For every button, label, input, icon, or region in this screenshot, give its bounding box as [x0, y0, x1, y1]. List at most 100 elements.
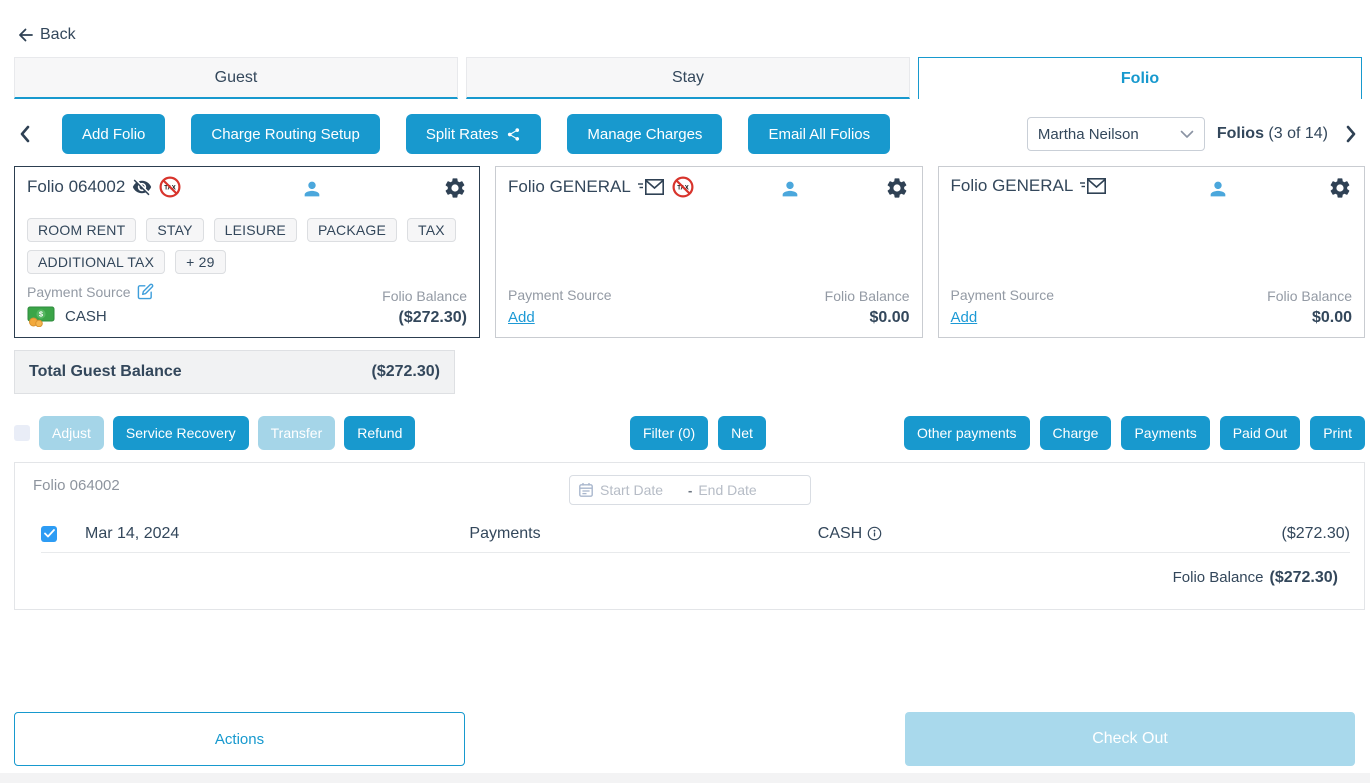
folio-settings-gear-icon[interactable]	[443, 176, 467, 200]
share-icon	[506, 127, 521, 142]
tag-more-count[interactable]: + 29	[175, 250, 226, 274]
start-date-input[interactable]	[600, 482, 682, 498]
net-button[interactable]: Net	[718, 416, 766, 450]
tab-guest[interactable]: Guest	[14, 57, 458, 99]
payment-method-value: CASH	[65, 307, 107, 325]
charge-routing-setup-button[interactable]: Charge Routing Setup	[191, 114, 380, 154]
transaction-row[interactable]: Mar 14, 2024 Payments CASH ($272.30)	[41, 515, 1350, 553]
back-label: Back	[40, 26, 76, 43]
tag-package[interactable]: PACKAGE	[306, 218, 398, 242]
payment-source-label: Payment Source	[508, 287, 612, 303]
charge-tags: ROOM RENT STAY LEISURE PACKAGE TAX ADDIT…	[27, 218, 467, 274]
payment-source-label: Payment Source	[950, 287, 1055, 303]
transaction-amount: ($272.30)	[1281, 524, 1351, 542]
payment-source-label: Payment Source	[27, 283, 131, 300]
check-out-button[interactable]: Check Out	[905, 712, 1355, 766]
add-payment-source-link[interactable]: Add	[508, 309, 535, 326]
folio-cards: Folio 064002 TAX	[14, 166, 1365, 338]
tax-restricted-icon: TAX	[672, 176, 694, 198]
ledger-balance-label: Folio Balance	[1172, 569, 1264, 586]
row-checkbox[interactable]	[41, 525, 57, 542]
folio-balance-label: Folio Balance	[382, 288, 467, 304]
tag-stay[interactable]: STAY	[146, 218, 204, 242]
folio-balance-value: $0.00	[869, 309, 910, 326]
chevron-down-icon	[1180, 130, 1194, 139]
tag-room-rent[interactable]: ROOM RENT	[27, 218, 137, 242]
payments-button[interactable]: Payments	[1121, 416, 1210, 450]
print-button[interactable]: Print	[1310, 416, 1365, 450]
tax-restricted-icon: TAX	[159, 176, 181, 198]
end-date-input[interactable]	[698, 482, 781, 498]
cash-icon: $	[27, 305, 57, 327]
tab-folio[interactable]: Folio	[918, 57, 1362, 99]
email-sent-icon	[1080, 177, 1107, 195]
select-all-checkbox[interactable]	[14, 425, 30, 441]
transaction-actions-row: Adjust Service Recovery Transfer Refund …	[14, 416, 1365, 450]
folio-card-064002[interactable]: Folio 064002 TAX	[14, 166, 480, 338]
back-button[interactable]: Back	[16, 26, 76, 44]
prev-folio-chevron[interactable]	[14, 124, 36, 144]
date-separator: -	[688, 482, 693, 498]
refund-button[interactable]: Refund	[344, 416, 416, 450]
total-guest-balance-value: ($272.30)	[371, 363, 441, 380]
email-all-folios-button[interactable]: Email All Folios	[748, 114, 891, 154]
folio-balance-label: Folio Balance	[824, 288, 910, 304]
folio-balance-value: ($272.30)	[398, 309, 468, 326]
folios-count: (3 of 14)	[1263, 125, 1328, 142]
calendar-icon	[578, 482, 594, 498]
adjust-button[interactable]: Adjust	[39, 416, 104, 450]
actions-button[interactable]: Actions	[14, 712, 465, 766]
transaction-date: Mar 14, 2024	[85, 524, 180, 542]
folios-word: Folios	[1216, 125, 1264, 142]
folio-ledger-table: Folio 064002 - Mar 14, 2024 Payments CAS…	[14, 462, 1365, 610]
folio-settings-gear-icon[interactable]	[885, 176, 909, 200]
folio-card-title: Folio 064002	[27, 177, 126, 196]
manage-charges-button[interactable]: Manage Charges	[567, 114, 723, 154]
paid-out-button[interactable]: Paid Out	[1219, 416, 1301, 450]
total-guest-balance-bar: Total Guest Balance ($272.30)	[14, 350, 455, 394]
tab-stay[interactable]: Stay	[466, 57, 910, 99]
folio-card-title: Folio GENERAL	[508, 177, 631, 196]
folio-toolbar: Add Folio Charge Routing Setup Split Rat…	[14, 114, 1362, 154]
add-folio-button[interactable]: Add Folio	[62, 114, 166, 154]
ledger-balance-value: ($272.30)	[1269, 569, 1339, 586]
service-recovery-button[interactable]: Service Recovery	[112, 416, 249, 450]
guest-person-icon[interactable]	[1207, 176, 1229, 200]
charge-button[interactable]: Charge	[1039, 416, 1112, 450]
transaction-method: CASH	[817, 524, 863, 542]
edit-payment-source-icon[interactable]	[137, 283, 154, 300]
tag-tax[interactable]: TAX	[407, 218, 456, 242]
folio-balance-label: Folio Balance	[1267, 288, 1352, 304]
add-payment-source-link[interactable]: Add	[950, 309, 978, 326]
split-rates-label: Split Rates	[425, 125, 499, 143]
guest-select[interactable]: Martha Neilson	[1026, 117, 1205, 151]
toolbar-right: Martha Neilson Folios (3 of 14)	[1026, 117, 1362, 151]
split-rates-button[interactable]: Split Rates	[405, 114, 542, 154]
folio-card-general-1[interactable]: Folio GENERAL TAX	[495, 166, 923, 338]
back-arrow-icon	[16, 26, 34, 44]
email-sent-icon	[637, 178, 665, 196]
eye-slash-icon	[132, 177, 152, 197]
transfer-button[interactable]: Transfer	[257, 416, 336, 450]
folio-card-title: Folio GENERAL	[950, 176, 1074, 195]
tab-strip: Guest Stay Folio	[14, 57, 1362, 99]
folio-card-general-2[interactable]: Folio GENERAL	[937, 166, 1365, 338]
guest-person-icon[interactable]	[779, 176, 801, 200]
folios-counter: Folios (3 of 14)	[1217, 125, 1328, 143]
tag-leisure[interactable]: LEISURE	[213, 218, 297, 242]
folio-balance-value: $0.00	[1311, 309, 1352, 326]
info-icon[interactable]	[867, 526, 882, 541]
next-folio-chevron[interactable]	[1340, 124, 1362, 144]
folio-settings-gear-icon[interactable]	[1328, 176, 1352, 200]
transaction-type: Payments	[469, 524, 541, 542]
filter-button[interactable]: Filter (0)	[630, 416, 709, 450]
ledger-folio-title: Folio 064002	[33, 477, 120, 494]
total-guest-balance-label: Total Guest Balance	[29, 363, 182, 380]
guest-person-icon[interactable]	[301, 176, 323, 200]
tag-additional-tax[interactable]: ADDITIONAL TAX	[27, 250, 166, 274]
other-payments-button[interactable]: Other payments	[903, 416, 1030, 450]
footer-strip	[0, 773, 1370, 783]
guest-select-value: Martha Neilson	[1037, 125, 1139, 143]
date-range-picker[interactable]: -	[569, 475, 811, 505]
